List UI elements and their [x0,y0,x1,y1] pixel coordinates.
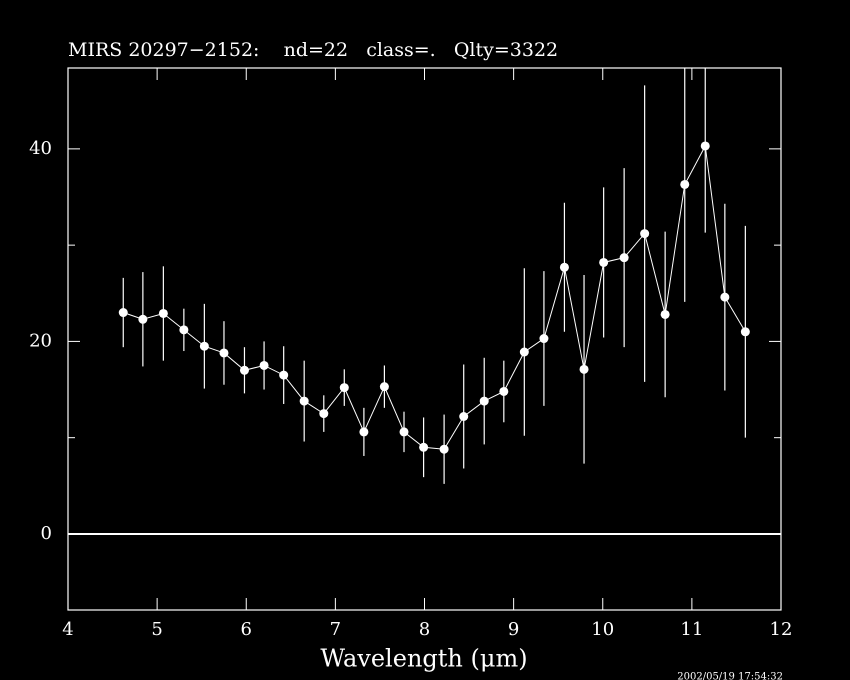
data-point [179,325,189,335]
data-point [239,365,249,375]
data-point [680,179,690,189]
x-tick-label: 6 [241,619,252,640]
x-axis-label: Wavelength (μm) [320,645,527,673]
data-point [660,309,670,319]
data-point [519,347,529,357]
x-tick-label: 8 [419,619,430,640]
data-point [459,411,469,421]
x-tick-label: 7 [330,619,341,640]
data-point [118,308,128,318]
data-point [640,229,650,239]
data-point [279,370,289,380]
y-tick-label: 0 [41,523,52,544]
x-tick-label: 9 [508,619,519,640]
data-point [379,382,389,392]
y-tick-label: 20 [29,330,52,351]
x-tick-label: 12 [770,619,793,640]
plot-frame [67,67,782,611]
data-point [539,334,549,344]
data-point [319,409,329,419]
data-point [219,348,229,358]
data-point [158,308,168,318]
x-tick-label: 4 [62,619,73,640]
plot-area [118,68,750,484]
data-point [559,262,569,272]
data-point [720,292,730,302]
data-point [700,141,710,151]
data-point [399,427,409,437]
x-tick-label: 5 [151,619,162,640]
x-tick-label: 10 [591,619,614,640]
data-point [359,427,369,437]
data-point [299,396,309,406]
data-point [199,341,209,351]
y-tick-label: 40 [29,138,52,159]
data-line [123,144,746,450]
data-point [499,386,509,396]
data-point [479,396,489,406]
data-point [740,327,750,337]
data-point [339,383,349,393]
data-point [138,314,148,324]
x-tick-label: 11 [680,619,703,640]
data-point [579,364,589,374]
data-point [419,442,429,452]
timestamp: 2002/05/19 17:54:32 [677,672,783,680]
data-point [599,257,609,267]
data-point [439,444,449,454]
chart-title: MIRS 20297−2152: nd=22 class=. Qlty=3322 [68,39,558,61]
data-point [619,253,629,263]
data-point [259,360,269,370]
